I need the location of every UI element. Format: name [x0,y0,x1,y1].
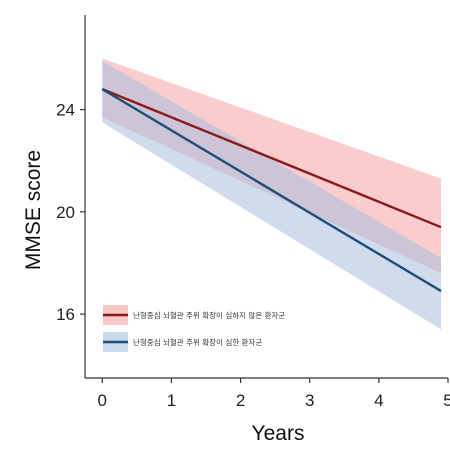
x-tick-label: 5 [443,391,450,410]
y-axis-title: MMSE score [22,150,45,270]
series-line-1 [101,88,442,229]
legend-label-1: 난형중심 뇌혈관 주위 확장이 심하지 않은 환자군 [133,310,285,320]
ticks: 0 1 2 3 4 5 16 20 24 [56,101,450,410]
series-lines [101,88,442,293]
x-axis-title: Years [252,422,305,445]
confidence-bands [102,58,442,330]
y-tick-label: 16 [56,305,75,324]
confidence-band-2 [102,61,442,330]
x-tick-label: 0 [98,391,107,410]
y-tick-label: 20 [56,203,75,222]
x-tick-label: 1 [167,391,176,410]
x-tick-label: 4 [374,391,383,410]
x-tick-label: 2 [236,391,245,410]
series-line-2 [101,88,442,293]
y-tick-label: 24 [56,101,75,120]
legend-label-2: 난형중심 뇌혈관 주위 확장이 심한 환자군 [133,337,262,347]
x-tick-label: 3 [305,391,314,410]
axes [84,15,448,379]
